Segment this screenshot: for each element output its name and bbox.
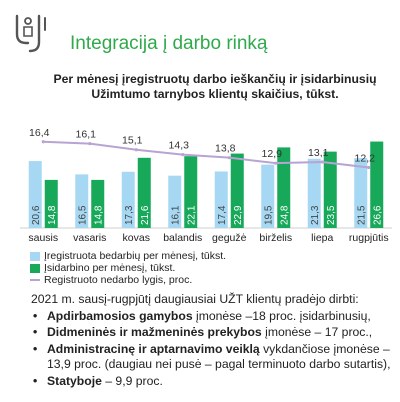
- bar-registered: [121, 171, 135, 228]
- bar-employed: [370, 141, 384, 228]
- line-label-unemployment-rate: 16,1: [76, 129, 97, 141]
- bar-registered: [28, 161, 42, 228]
- page-title: Integracija į darbo rinką: [70, 33, 268, 54]
- line-point-unemployment-rate: [274, 161, 278, 165]
- list-item: Didmeninės ir mažmeninės prekybos įmonės…: [33, 325, 391, 341]
- line-label-unemployment-rate: 13,8: [215, 143, 236, 155]
- legend-swatch-employed: [30, 263, 40, 273]
- summary-intro: 2021 m. sausį-rugpjūtį daugiausiai UŽT k…: [31, 292, 359, 306]
- bar-employed: [91, 179, 105, 228]
- list-item: Statyboje – 9,9 proc.: [33, 373, 391, 390]
- list-item-text: įmonėse –18 proc. įsidarbinusių,: [192, 308, 371, 323]
- list-item: Administracinę ir aptarnavimo veiklą vyk…: [33, 341, 391, 373]
- legend-item-employed: Įsidarbino per mėnesį, tūkst.: [30, 262, 226, 274]
- list-item-bold: Administracinę ir aptarnavimo veiklą: [47, 341, 260, 356]
- line-label-unemployment-rate: 12,9: [262, 148, 283, 160]
- bar-registered: [168, 175, 182, 228]
- bar-employed: [323, 151, 337, 228]
- bar-registered: [307, 158, 321, 228]
- x-tick-label: sausis: [28, 232, 58, 244]
- x-tick-label: rugpjūtis: [349, 232, 389, 244]
- data-label-registered: 19,5: [263, 205, 274, 225]
- summary-list: Apdirbamosios gamybos įmonėse –18 proc. …: [31, 309, 391, 390]
- list-item: Apdirbamosios gamybos įmonėse –18 proc. …: [33, 308, 391, 325]
- data-label-employed: 26,6: [372, 205, 383, 225]
- line-label-unemployment-rate: 15,1: [122, 135, 143, 147]
- line-point-unemployment-rate: [227, 156, 231, 160]
- data-label-employed: 24,8: [279, 205, 290, 225]
- data-label-employed: 22,1: [186, 205, 197, 225]
- data-label-registered: 17,3: [124, 205, 135, 225]
- bar-employed: [184, 156, 198, 228]
- person-tools-icon: [15, 14, 46, 53]
- legend-label-employed: Įsidarbino per mėnesį, tūkst.: [44, 262, 176, 274]
- data-label-employed: 21,6: [140, 205, 151, 225]
- list-item-text: vykdančiose įmonėse – 13,9 proc. (daugia…: [47, 341, 391, 372]
- data-label-employed: 14,8: [93, 205, 104, 225]
- data-label-registered: 21,3: [310, 205, 321, 225]
- data-label-employed: 14,8: [47, 205, 58, 225]
- line-point-unemployment-rate: [41, 140, 45, 144]
- line-label-unemployment-rate: 13,1: [308, 147, 329, 159]
- legend-swatch-unemployment-rate: [30, 279, 40, 281]
- data-label-employed: 22,9: [233, 205, 244, 225]
- legend-item-registered: Įregistruota bedarbių per mėnesį, tūkst.: [30, 250, 226, 262]
- data-label-employed: 23,5: [326, 205, 337, 225]
- bar-line-chart: 20,6 14,8 sausis 16,5 14,8 vasaris 17,3 21,6 kov…: [20, 127, 392, 244]
- data-label-registered: 16,5: [77, 205, 88, 225]
- legend-item-unemployment-rate: Registruoto nedarbo lygis, proc.: [30, 274, 226, 286]
- line-point-unemployment-rate: [320, 160, 324, 164]
- line-point-unemployment-rate: [134, 148, 138, 152]
- line-unemployment-rate: [43, 140, 369, 169]
- data-label-registered: 17,4: [217, 205, 228, 225]
- line-label-unemployment-rate: 12,2: [355, 152, 376, 164]
- data-label-registered: 21,5: [356, 205, 367, 225]
- list-item-bold: Statyboje: [47, 373, 102, 388]
- line-point-unemployment-rate: [181, 153, 185, 157]
- x-tick-label: gegužė: [212, 232, 247, 244]
- bar-registered: [354, 158, 368, 228]
- bar-registered: [75, 174, 89, 228]
- line-point-unemployment-rate: [88, 142, 92, 146]
- chart-legend: Įregistruota bedarbių per mėnesį, tūkst.…: [30, 250, 226, 286]
- list-item-text: – 9,9 proc.: [101, 373, 163, 388]
- legend-label-unemployment-rate: Registruoto nedarbo lygis, proc.: [44, 274, 193, 286]
- line-point-unemployment-rate: [367, 165, 371, 170]
- summary-block: 2021 m. sausį-rugpjūtį daugiausiai UŽT k…: [31, 292, 391, 391]
- bar-registered: [261, 164, 275, 228]
- x-tick-label: balandis: [163, 232, 202, 244]
- legend-swatch-registered: [30, 251, 40, 261]
- x-tick-label: liepa: [311, 232, 333, 244]
- x-tick-label: kovas: [123, 232, 150, 244]
- bar-employed: [230, 153, 244, 228]
- x-tick-label: birželis: [259, 232, 292, 244]
- chart-title: Per mėnesį įregistruotų darbo ieškančių …: [53, 72, 377, 101]
- x-tick-label: vasaris: [73, 232, 106, 244]
- legend-label-registered: Įregistruota bedarbių per mėnesį, tūkst.: [44, 250, 227, 262]
- data-label-registered: 20,6: [31, 205, 42, 225]
- data-label-registered: 16,1: [170, 205, 181, 225]
- bar-employed: [277, 147, 291, 228]
- bar-registered: [214, 171, 228, 228]
- bar-employed: [137, 157, 151, 228]
- list-item-bold: Apdirbamosios gamybos: [47, 308, 193, 323]
- list-item-text: įmonėse – 17 proc.,: [261, 325, 373, 340]
- list-item-bold: Didmeninės ir mažmeninės prekybos: [47, 325, 262, 340]
- line-label-unemployment-rate: 14,3: [169, 140, 190, 152]
- line-label-unemployment-rate: 16,4: [29, 127, 50, 139]
- bar-employed: [44, 179, 58, 228]
